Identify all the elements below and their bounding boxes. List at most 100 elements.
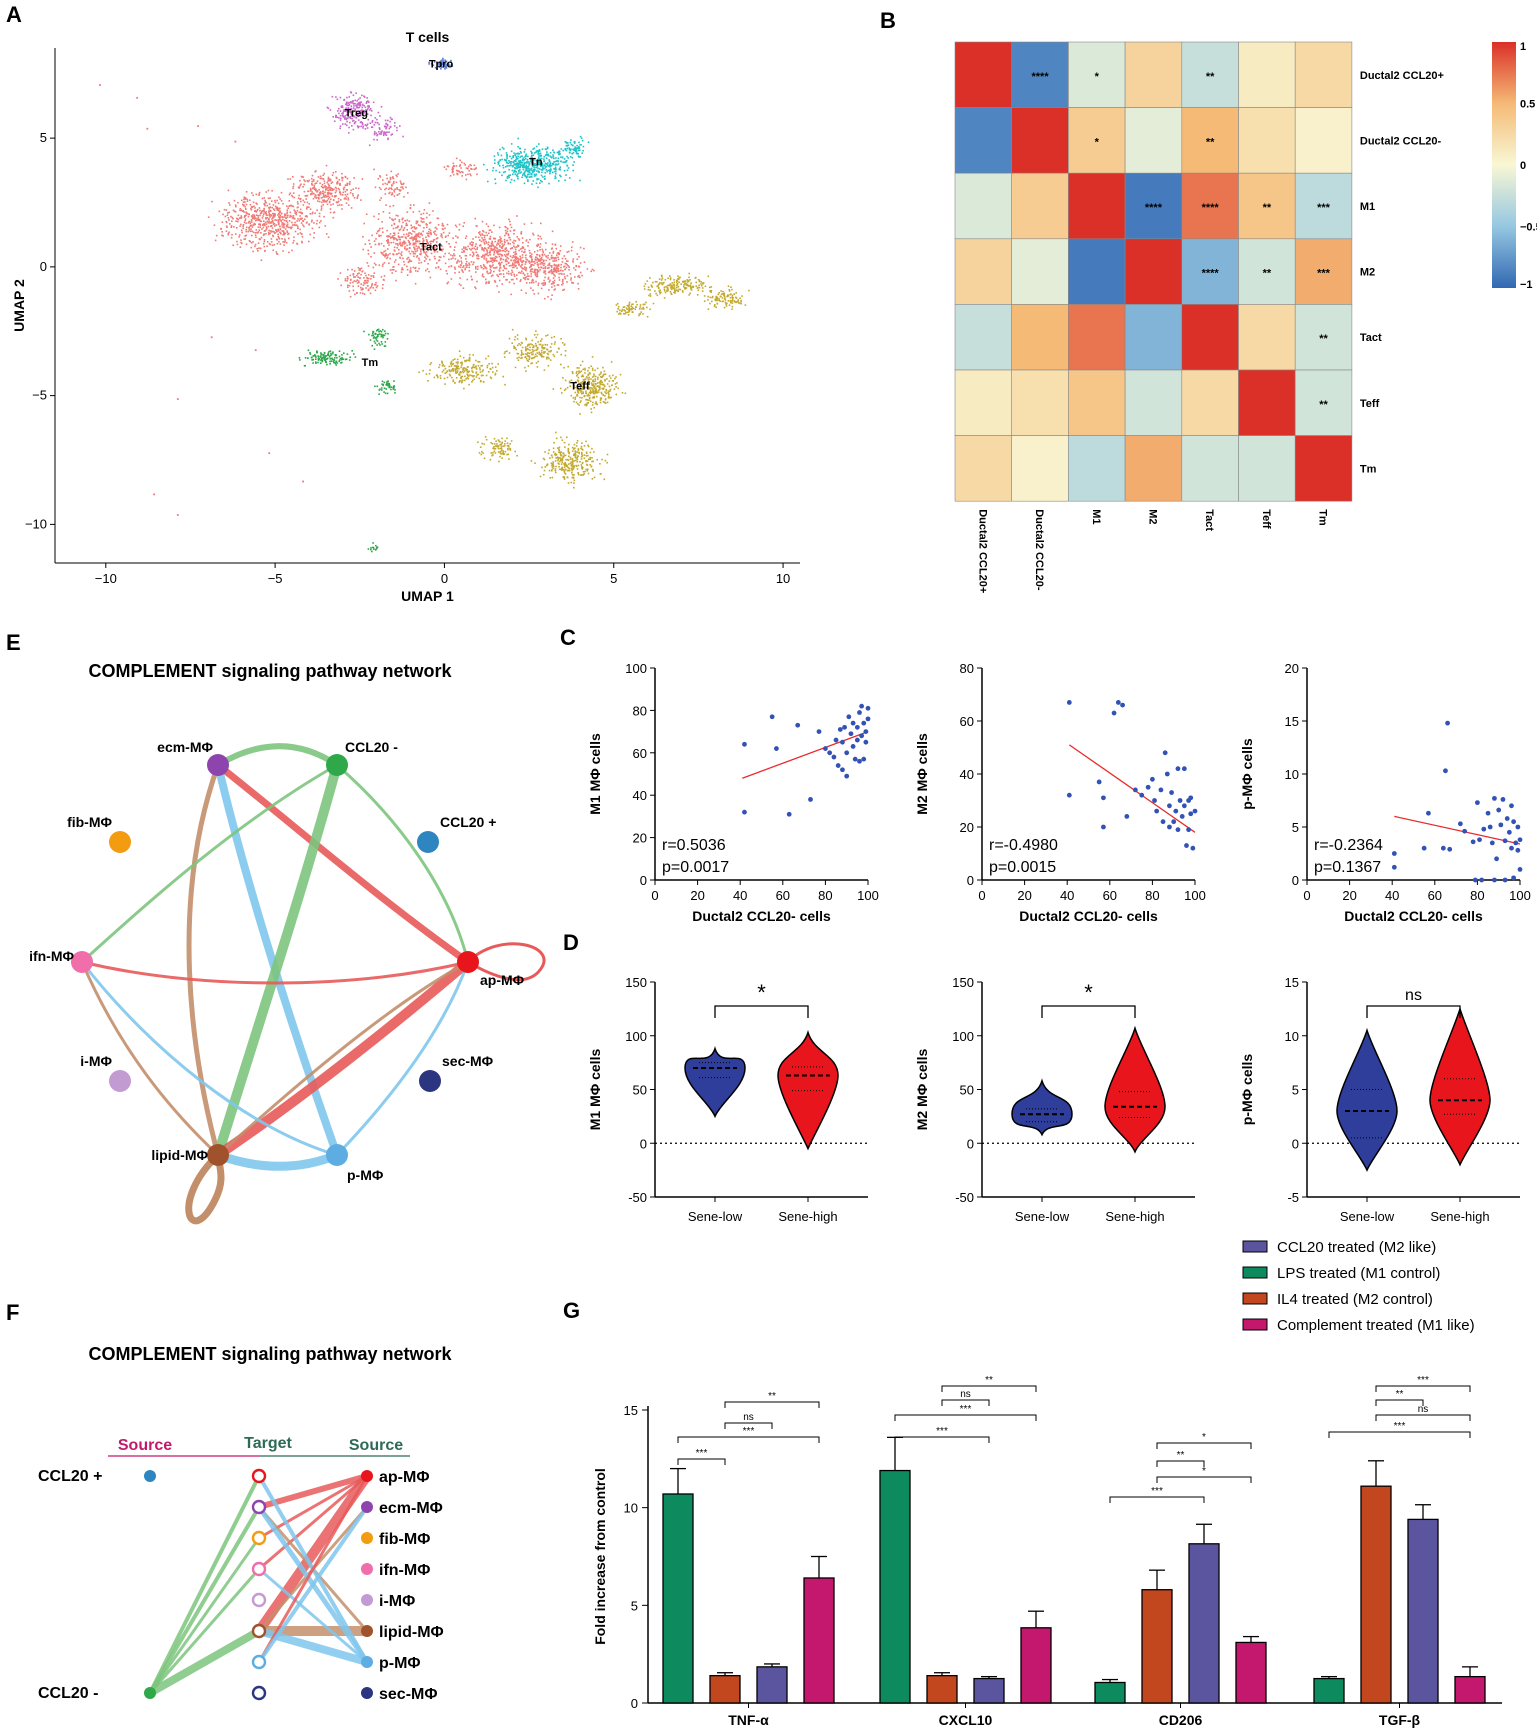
umap-point — [579, 246, 582, 249]
umap-point — [300, 212, 302, 214]
umap-point — [660, 279, 663, 281]
umap-point — [490, 245, 493, 248]
umap-point — [352, 193, 354, 195]
umap-point — [484, 253, 487, 256]
umap-point — [373, 348, 376, 350]
umap-point — [395, 174, 398, 177]
umap-point — [428, 202, 431, 204]
umap-point — [489, 254, 491, 256]
umap-point — [508, 218, 510, 221]
umap-point — [309, 187, 312, 190]
umap-point — [518, 153, 520, 155]
umap-point — [735, 292, 737, 294]
umap-point — [436, 63, 439, 66]
umap-point — [308, 240, 310, 243]
umap-point — [530, 173, 533, 175]
umap-point — [527, 168, 530, 170]
umap-point — [468, 383, 470, 386]
umap-point — [532, 281, 535, 284]
umap-point — [485, 223, 488, 225]
umap-point — [376, 122, 379, 124]
umap-point — [437, 224, 440, 226]
umap-point — [574, 454, 577, 457]
umap-point — [553, 268, 555, 271]
umap-point — [362, 127, 364, 129]
umap-point — [389, 205, 391, 208]
umap-point — [506, 278, 508, 281]
umap-point — [526, 160, 528, 163]
umap-point — [711, 300, 713, 303]
umap-point — [328, 201, 331, 204]
umap-point — [712, 295, 714, 298]
umap-point — [496, 247, 499, 250]
umap-point — [524, 148, 526, 151]
umap-point — [390, 187, 392, 189]
umap-point — [524, 165, 526, 168]
umap-point — [263, 245, 266, 248]
umap-point — [340, 117, 342, 120]
umap-point — [547, 154, 549, 157]
umap-point — [265, 223, 268, 225]
umap-point — [554, 454, 557, 457]
umap-point — [575, 148, 577, 151]
umap-point — [249, 203, 252, 206]
umap-point — [466, 366, 469, 368]
umap-point — [458, 373, 460, 376]
umap-point — [534, 174, 537, 177]
umap-point — [572, 465, 574, 467]
umap-point — [426, 255, 429, 258]
umap-point — [282, 202, 284, 205]
umap-point — [520, 232, 522, 235]
umap-point — [599, 399, 602, 402]
umap-point — [526, 167, 529, 170]
umap-point — [453, 253, 455, 255]
umap-point — [475, 376, 478, 378]
umap-point — [379, 176, 382, 178]
umap-point — [339, 272, 342, 274]
umap-point — [503, 148, 505, 150]
umap-point — [453, 254, 456, 257]
umap-point — [412, 239, 414, 242]
umap-point — [418, 257, 420, 260]
umap-point — [327, 236, 330, 239]
umap-point — [548, 182, 550, 185]
umap-point — [582, 474, 585, 476]
umap-point — [557, 263, 560, 266]
umap-point — [433, 376, 436, 379]
umap-point — [221, 221, 224, 223]
umap-point — [676, 281, 678, 284]
umap-point — [373, 262, 376, 265]
umap-point — [568, 177, 571, 179]
umap-point — [328, 179, 330, 182]
umap-point — [479, 371, 482, 373]
umap-point — [562, 452, 565, 455]
umap-point — [327, 176, 330, 179]
umap-point — [434, 249, 437, 251]
umap-point — [256, 214, 258, 216]
umap-point — [526, 359, 529, 362]
umap-point — [269, 206, 272, 208]
umap-point — [361, 270, 363, 273]
umap-point — [439, 377, 442, 379]
umap-point — [555, 256, 557, 259]
umap-point — [538, 154, 540, 156]
umap-point — [501, 283, 504, 285]
umap-point — [475, 266, 477, 269]
umap-point — [588, 396, 591, 399]
umap-point — [525, 267, 528, 269]
umap-point — [569, 141, 572, 144]
umap-point — [659, 292, 661, 295]
umap-point — [445, 65, 447, 67]
umap-point — [338, 117, 340, 119]
umap-point — [445, 371, 448, 374]
umap-point — [357, 273, 359, 275]
umap-point — [547, 271, 550, 274]
umap-point — [525, 177, 528, 179]
umap-point — [267, 189, 270, 192]
umap-point — [383, 279, 385, 281]
umap-point — [361, 123, 364, 125]
umap-point — [522, 174, 524, 176]
umap-point — [654, 280, 657, 283]
umap-point — [474, 248, 477, 251]
umap-point — [467, 378, 470, 380]
